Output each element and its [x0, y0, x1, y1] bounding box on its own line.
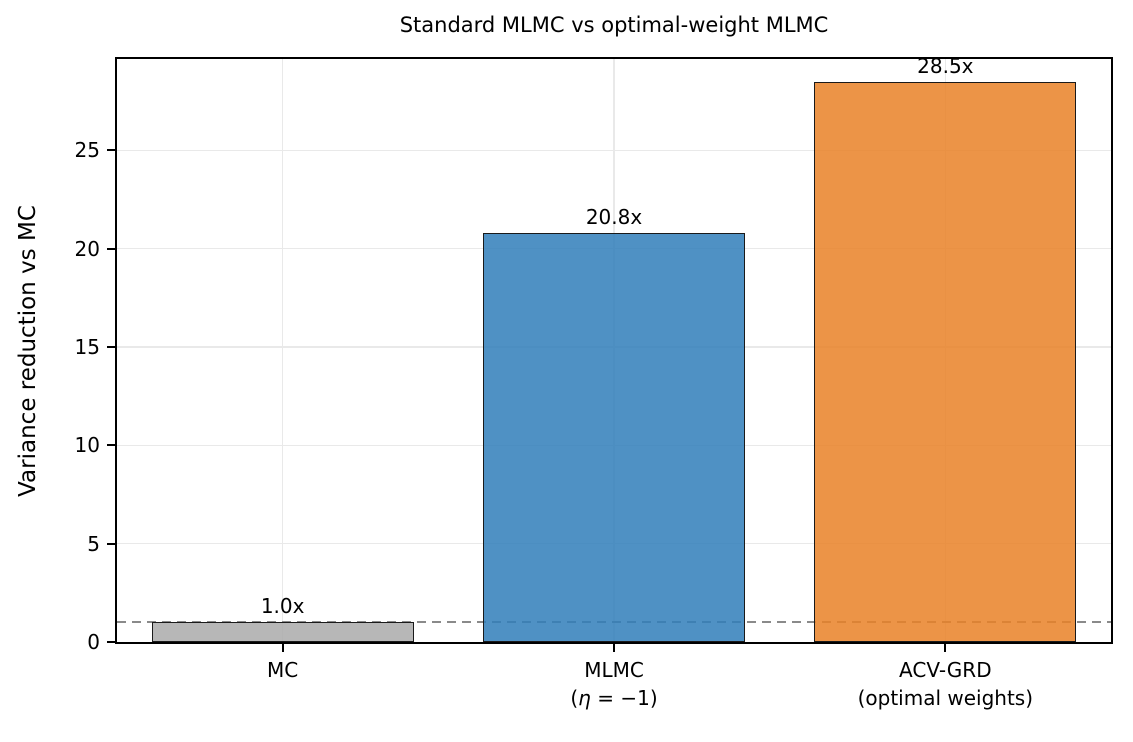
bar-mc: [151, 622, 414, 642]
bar-value-label: 20.8x: [585, 205, 643, 230]
bar-value-label: 1.0x: [260, 594, 305, 619]
y-tick-label: 20: [74, 236, 100, 261]
y-tick-label: 10: [74, 433, 100, 458]
y-tick-label: 15: [74, 335, 100, 360]
x-tick-label-line2: (η = −1): [570, 686, 658, 710]
x-tick-mark: [944, 644, 947, 652]
y-tick-mark: [107, 149, 115, 152]
x-tick-label-acv-grd: ACV-GRD (optimal weights): [745, 656, 1133, 712]
bar-mlmc: [483, 233, 745, 642]
y-tick-mark: [107, 346, 115, 349]
x-tick-label-mlmc: MLMC (η = −1): [414, 656, 814, 712]
x-tick-label-line2: (optimal weights): [857, 686, 1034, 710]
x-tick-label-mc: MC: [83, 656, 483, 684]
y-tick-label: 25: [74, 138, 100, 163]
x-tick-mark: [281, 644, 284, 652]
eta-symbol: η: [578, 686, 591, 710]
y-tick-label: 0: [87, 630, 100, 654]
plot-area: 1.0x 20.8x 28.5x: [115, 53, 1113, 644]
y-tick-mark: [107, 542, 115, 545]
x-tick-label-line1: ACV-GRD: [899, 658, 992, 682]
gridline-h: [117, 149, 1111, 152]
x-tick-label-line1: MLMC: [584, 658, 644, 682]
y-tick-mark: [107, 247, 115, 250]
bar-value-label: 28.5x: [917, 53, 974, 78]
y-tick-label: 5: [87, 531, 100, 556]
chart-title: Standard MLMC vs optimal-weight MLMC: [399, 13, 829, 37]
y-tick-mark: [107, 444, 115, 447]
gridline-v: [281, 59, 284, 642]
x-tick-label-line1: MC: [267, 658, 299, 682]
y-tick-mark: [107, 641, 115, 643]
bar-acv-grd: [814, 81, 1077, 642]
x-tick-mark: [613, 644, 615, 652]
